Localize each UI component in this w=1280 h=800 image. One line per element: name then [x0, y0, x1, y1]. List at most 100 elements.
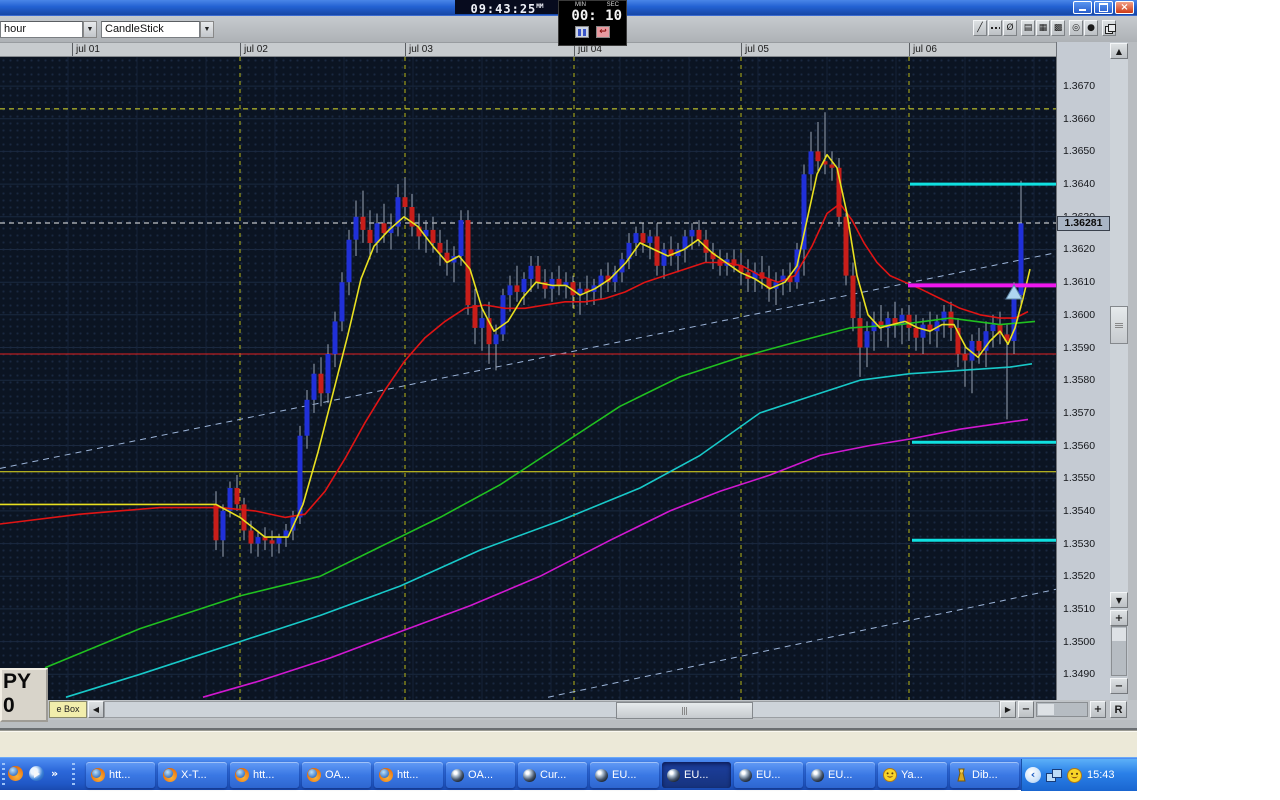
clock-display: 09:43:25MM — [455, 0, 559, 16]
reset-view-button[interactable]: R — [1110, 701, 1127, 718]
timer-min-label: MIN — [575, 2, 586, 8]
grid-sparse-icon[interactable]: ▤ — [1021, 20, 1035, 36]
zoom-in-vertical-button[interactable]: + — [1110, 610, 1128, 626]
vertical-zoom-thumb[interactable] — [1112, 628, 1126, 641]
taskbar-button-label: htt... — [109, 769, 131, 781]
globe-sphere-icon — [811, 768, 824, 782]
taskbar-button-dib[interactable]: Dib... — [950, 762, 1019, 788]
vertical-zoom-track[interactable] — [1111, 626, 1127, 676]
timeframe-dropdown-arrow[interactable]: ▼ — [83, 21, 97, 38]
firefox-quicklaunch-icon[interactable] — [8, 766, 23, 781]
taskband-grip[interactable] — [72, 763, 75, 785]
maximize-icon — [1099, 3, 1108, 12]
minimize-button[interactable] — [1073, 1, 1092, 14]
horizontal-zoom-track[interactable] — [1036, 702, 1088, 717]
scroll-up-button[interactable]: ▲ — [1110, 43, 1128, 59]
quicklaunch-grip[interactable] — [2, 763, 5, 785]
messenger-smiley-icon[interactable] — [1067, 767, 1082, 783]
horizontal-zoom-thumb[interactable] — [1038, 704, 1054, 715]
vertical-scrollbar: ▲ ▼ + − — [1110, 42, 1128, 700]
vertical-scroll-thumb[interactable] — [1110, 306, 1128, 344]
globe-sphere-icon — [739, 768, 752, 782]
taskbar-button-htt[interactable]: htt... — [230, 762, 299, 788]
zoom-out-horizontal-button[interactable]: − — [1018, 701, 1034, 718]
grid-dense-icon[interactable]: ▩ — [1051, 20, 1065, 36]
taskbar-button-eu[interactable]: EU... — [590, 762, 659, 788]
trendline-icon[interactable]: ╱ — [973, 20, 987, 36]
timeframe-select[interactable]: hour — [0, 21, 83, 38]
dashed-line-icon[interactable] — [988, 20, 1002, 36]
taskbar-button-x-t[interactable]: X-T... — [158, 762, 227, 788]
media-player-quicklaunch-icon[interactable] — [29, 766, 44, 781]
horizontal-scroll-track[interactable] — [104, 701, 1000, 719]
close-button[interactable]: × — [1115, 1, 1134, 14]
timer-reset-button[interactable]: ↩ — [596, 26, 610, 38]
horizontal-scrollbar: e Box ◀ ▶ − + R — [48, 700, 1137, 720]
price-axis[interactable]: 1.36701.36601.36501.36401.36301.36201.36… — [1056, 42, 1110, 700]
tray-collapse-chevron-icon[interactable]: ‹ — [1025, 767, 1041, 783]
chart-plot[interactable] — [0, 57, 1056, 700]
scroll-down-button[interactable]: ▼ — [1110, 592, 1128, 608]
timer-sec-label: SEC — [606, 2, 619, 8]
price-axis-label: 1.3550 — [1063, 472, 1096, 485]
circle-filled-icon[interactable]: ● — [1084, 20, 1098, 36]
taskbar-button-ya[interactable]: Ya... — [878, 762, 947, 788]
price-box-button[interactable]: e Box — [49, 701, 87, 718]
taskbar-button-eu[interactable]: EU... — [806, 762, 875, 788]
taskbar-button-htt[interactable]: htt... — [86, 762, 155, 788]
taskbar-button-oa[interactable]: OA... — [302, 762, 371, 788]
clock-suffix: MM — [536, 3, 544, 10]
taskbar-button-eu[interactable]: EU... — [662, 762, 731, 788]
price-axis-label: 1.3620 — [1063, 243, 1096, 256]
globe-sphere-icon — [451, 768, 464, 782]
taskbar-button-htt[interactable]: htt... — [374, 762, 443, 788]
scroll-right-button[interactable]: ▶ — [1000, 701, 1016, 718]
taskbar-button-label: Ya... — [901, 769, 923, 781]
taskbar-button-cur[interactable]: Cur... — [518, 762, 587, 788]
desktop-strip — [0, 730, 1137, 758]
clear-lines-icon[interactable]: Ø — [1003, 20, 1017, 36]
price-axis-label: 1.3660 — [1063, 112, 1096, 125]
candlestick-series — [213, 112, 1024, 557]
grid-medium-icon[interactable]: ▦ — [1036, 20, 1050, 36]
quicklaunch-overflow-chevron[interactable]: » — [51, 767, 59, 780]
window-controls: × — [1073, 1, 1134, 14]
timer-value: 00: 10 — [571, 8, 622, 24]
chart-type-dropdown-arrow[interactable]: ▼ — [200, 21, 214, 38]
taskbar-button-eu[interactable]: EU... — [734, 762, 803, 788]
toolbar-icons: ╱ Ø ▤ ▦ ▩ ◎ ● — [973, 20, 1117, 36]
price-axis-label: 1.3490 — [1063, 668, 1096, 681]
day-separator-tick — [909, 43, 910, 56]
day-separator-tick — [72, 43, 73, 56]
price-axis-label: 1.3580 — [1063, 374, 1096, 387]
cascade-windows-icon[interactable] — [1102, 20, 1116, 36]
day-separator-tick — [405, 43, 406, 56]
taskbar-button-label: EU... — [828, 769, 853, 781]
price-axis-label: 1.3530 — [1063, 537, 1096, 550]
taskbar-button-label: OA... — [468, 769, 494, 781]
maximize-button[interactable] — [1094, 1, 1113, 14]
candlestick-chart — [0, 57, 1056, 700]
trading-app-window: 09:43:25MM × MIN SEC 00: 10 ↩ hour ▼ Can… — [0, 0, 1137, 730]
horizontal-scroll-thumb[interactable] — [616, 702, 753, 719]
firefox-icon — [235, 768, 249, 782]
chart-type-select[interactable]: CandleStick — [101, 21, 200, 38]
firefox-icon — [91, 768, 105, 782]
symbol-corner-box: PY 0 — [0, 668, 48, 722]
taskbar-button-label: htt... — [253, 769, 275, 781]
price-axis-label: 1.3600 — [1063, 308, 1096, 321]
scroll-left-button[interactable]: ◀ — [88, 701, 104, 718]
zoom-in-horizontal-button[interactable]: + — [1090, 701, 1106, 718]
network-icon[interactable] — [1046, 768, 1062, 782]
ma-slower-cyan — [65, 363, 1033, 698]
timer-pause-button[interactable] — [575, 26, 589, 38]
price-axis-label: 1.3520 — [1063, 570, 1096, 583]
price-axis-label: 1.3500 — [1063, 635, 1096, 648]
taskbar-button-oa[interactable]: OA... — [446, 762, 515, 788]
date-label: jul 06 — [913, 44, 937, 55]
circle-outline-icon[interactable]: ◎ — [1069, 20, 1083, 36]
price-axis-label: 1.3640 — [1063, 178, 1096, 191]
date-label: jul 03 — [409, 44, 433, 55]
zoom-out-vertical-button[interactable]: − — [1110, 678, 1128, 694]
